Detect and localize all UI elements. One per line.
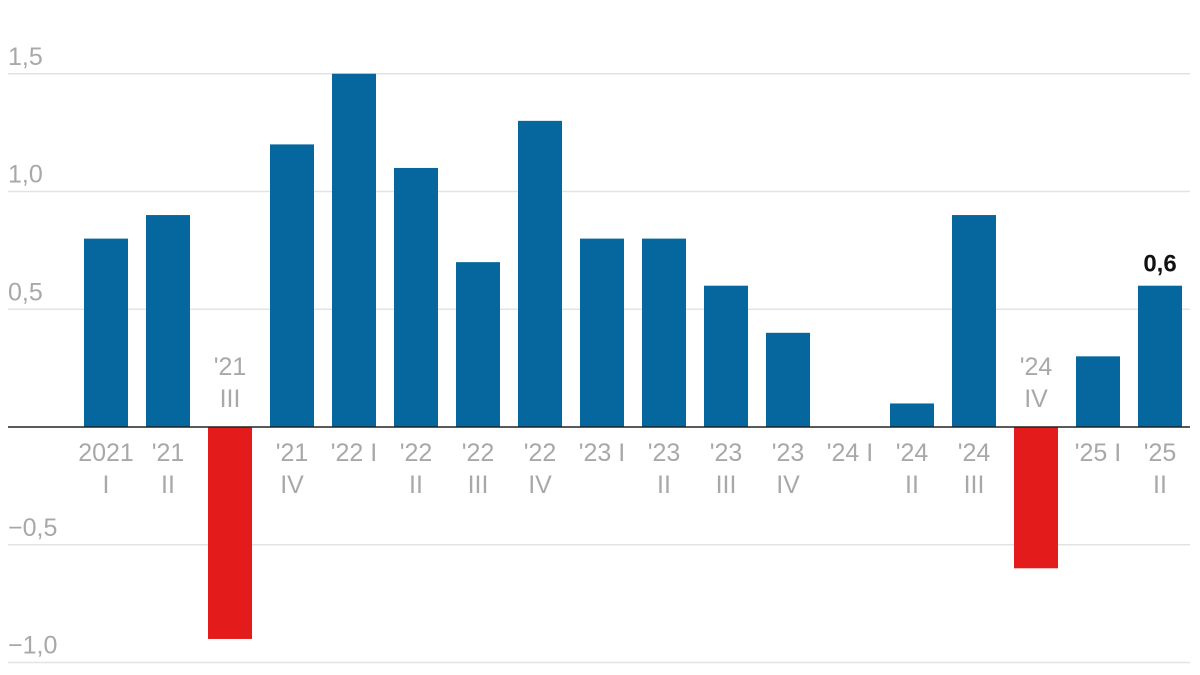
y-tick-label: 0,5: [8, 278, 43, 306]
x-category-label: III: [468, 471, 489, 499]
x-category-label: '24: [896, 439, 929, 467]
bar: [704, 285, 748, 427]
x-category-label: II: [1153, 471, 1167, 499]
x-category-label: IV: [280, 471, 304, 499]
bar: [456, 262, 500, 427]
x-category-label: '22 I: [331, 439, 377, 467]
y-tick-label: −0,5: [8, 514, 57, 542]
x-category-label: '24: [1020, 353, 1053, 381]
x-category-label: III: [964, 471, 985, 499]
bar: [890, 403, 934, 427]
x-category-labels: 2021 I '21 II '21 III '21 IV '22 I '22 II '22 III '22…: [78, 353, 1176, 499]
x-category-label: '24 I: [827, 439, 873, 467]
x-category-label: '25 I: [1075, 439, 1121, 467]
bar: [84, 238, 128, 427]
x-category-label: '21: [276, 439, 309, 467]
x-category-label: III: [220, 385, 241, 413]
bar: [1138, 285, 1182, 427]
x-category-label: '21: [214, 353, 247, 381]
bar: [270, 144, 314, 427]
y-tick-label: −1,0: [8, 632, 57, 660]
x-category-label: '22: [524, 439, 557, 467]
x-category-label: II: [905, 471, 919, 499]
bar: [518, 120, 562, 427]
x-category-label: 2021: [78, 439, 134, 467]
bar: [580, 238, 624, 427]
bar: [332, 73, 376, 427]
x-category-label: '22: [400, 439, 433, 467]
x-category-label: IV: [776, 471, 800, 499]
x-category-label: II: [657, 471, 671, 499]
x-category-label: I: [103, 471, 110, 499]
x-category-label: '23: [772, 439, 805, 467]
x-category-label: '25: [1144, 439, 1177, 467]
bar: [766, 332, 810, 427]
x-category-label: II: [409, 471, 423, 499]
y-tick-labels: 1,5 1,0 0,5 −0,5 −1,0: [8, 43, 57, 660]
x-category-label: III: [716, 471, 737, 499]
bar: [208, 427, 252, 639]
bar: [1076, 356, 1120, 427]
y-tick-label: 1,5: [8, 43, 43, 71]
bar: [1014, 427, 1058, 569]
x-category-label: II: [161, 471, 175, 499]
bar: [952, 215, 996, 427]
x-category-label: IV: [1024, 385, 1048, 413]
x-category-label: IV: [528, 471, 552, 499]
x-category-label: '23 I: [579, 439, 625, 467]
x-category-label: '24: [958, 439, 991, 467]
bar: [146, 215, 190, 427]
bars: [84, 73, 1182, 639]
bar: [394, 167, 438, 427]
last-value-label: 0,6: [1143, 251, 1176, 278]
x-category-label: '23: [710, 439, 743, 467]
x-category-label: '22: [462, 439, 495, 467]
x-category-label: '23: [648, 439, 681, 467]
x-category-label: '21: [152, 439, 185, 467]
data-labels: 0,6: [1143, 251, 1176, 278]
y-tick-label: 1,0: [8, 161, 43, 189]
bar: [642, 238, 686, 427]
